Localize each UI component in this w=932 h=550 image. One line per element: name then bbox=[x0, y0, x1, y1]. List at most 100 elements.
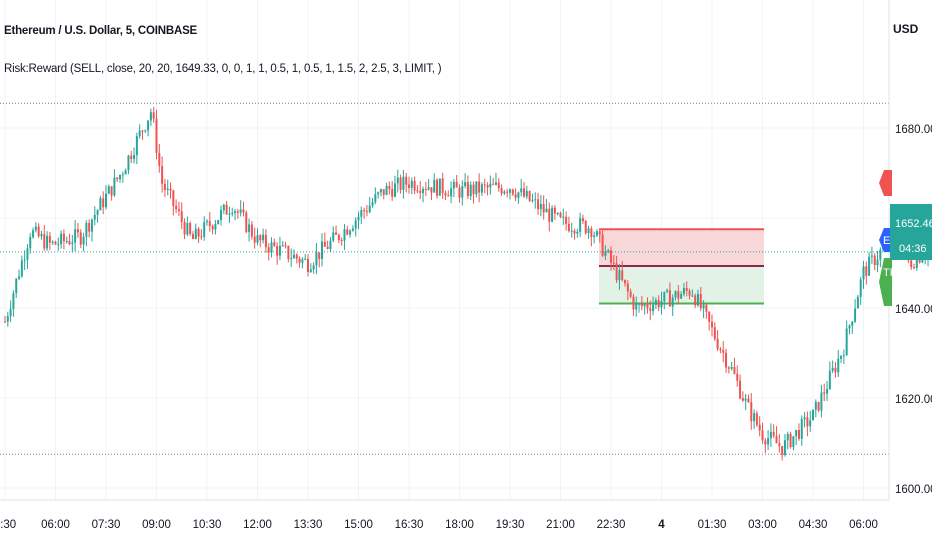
horizontal-lines bbox=[0, 102, 889, 455]
candle-body bbox=[851, 321, 854, 326]
candle-body bbox=[312, 265, 315, 270]
candle-body bbox=[68, 241, 71, 245]
candle-body bbox=[685, 287, 688, 292]
candle-body bbox=[340, 240, 343, 242]
candle-body bbox=[455, 181, 458, 188]
candle-body bbox=[562, 216, 565, 218]
candle-body bbox=[539, 203, 542, 210]
candle-body bbox=[180, 211, 183, 223]
candle-body bbox=[873, 255, 876, 266]
candle-body bbox=[382, 189, 385, 195]
candle-body bbox=[323, 241, 326, 247]
candle-body bbox=[615, 263, 618, 281]
candle-body bbox=[702, 304, 705, 309]
candle-body bbox=[621, 270, 624, 280]
last-price-tag bbox=[890, 204, 932, 260]
candle-body bbox=[845, 328, 848, 356]
candle-body bbox=[834, 367, 837, 373]
candle-body bbox=[245, 212, 248, 232]
x-tick-label: 10:30 bbox=[193, 519, 222, 531]
candle-body bbox=[584, 221, 587, 234]
candle-body bbox=[545, 208, 548, 213]
candle-body bbox=[332, 232, 335, 241]
candle-body bbox=[716, 338, 719, 349]
candle-body bbox=[604, 251, 607, 256]
candle-body bbox=[436, 179, 439, 196]
candle-body bbox=[135, 136, 138, 156]
candle-body bbox=[71, 242, 74, 245]
candle-body bbox=[654, 299, 657, 305]
candle-body bbox=[806, 417, 809, 427]
candle-body bbox=[447, 195, 450, 197]
candle-body bbox=[149, 112, 152, 121]
candle-body bbox=[228, 213, 231, 215]
candle-body bbox=[79, 232, 82, 245]
candle-body bbox=[478, 181, 481, 193]
candle-body bbox=[6, 316, 9, 322]
candle-body bbox=[674, 291, 677, 298]
candle-body bbox=[691, 295, 694, 297]
candle-body bbox=[102, 198, 105, 208]
symbol-title[interactable]: Ethereum / U.S. Dollar, 5, COINBASE bbox=[4, 25, 198, 37]
candle-body bbox=[54, 241, 57, 245]
candle-body bbox=[161, 166, 164, 184]
candle-body bbox=[719, 348, 722, 351]
candle-body bbox=[315, 252, 318, 266]
candle-body bbox=[520, 188, 523, 193]
candle-body bbox=[503, 191, 506, 194]
candle-body bbox=[677, 291, 680, 299]
x-tick-label: 16:30 bbox=[395, 519, 424, 531]
candle-body bbox=[913, 267, 915, 269]
candle-body bbox=[405, 176, 408, 185]
candle-body bbox=[307, 258, 309, 272]
candle-body bbox=[413, 180, 416, 191]
candle-body bbox=[567, 223, 570, 232]
candle-body bbox=[234, 211, 237, 213]
candle-body bbox=[739, 380, 742, 399]
candle-body bbox=[537, 199, 540, 210]
candle-body bbox=[747, 398, 750, 403]
candle-body bbox=[489, 183, 492, 188]
stop-loss-tag[interactable] bbox=[879, 170, 892, 196]
candle-body bbox=[809, 420, 812, 427]
candle-body bbox=[396, 177, 399, 184]
candle-body bbox=[441, 178, 444, 193]
candle-body bbox=[910, 260, 913, 268]
candle-body bbox=[854, 308, 857, 322]
candle-body bbox=[612, 262, 615, 264]
candle-body bbox=[800, 419, 803, 439]
candle-body bbox=[744, 398, 747, 401]
candle-body bbox=[464, 182, 467, 187]
candle-body bbox=[789, 433, 792, 448]
candle-body bbox=[500, 188, 503, 194]
candle-body bbox=[385, 185, 388, 195]
candle-body bbox=[856, 296, 859, 309]
candle-body bbox=[281, 245, 284, 247]
target-tag[interactable] bbox=[879, 258, 892, 306]
risk-reward-zone[interactable] bbox=[599, 228, 764, 305]
candle-body bbox=[699, 294, 702, 309]
candle-body bbox=[242, 209, 245, 213]
y-tick-label: 1680.00 bbox=[895, 124, 932, 136]
y-tick-label: 1620.00 bbox=[895, 394, 932, 406]
x-tick-label: 22:30 bbox=[597, 519, 626, 531]
time-axis[interactable]: 4:30 06:00 07:30 09:00 10:30 12:00 13:30 15:00 1… bbox=[0, 499, 889, 531]
candle-body bbox=[736, 373, 739, 381]
candle-body bbox=[859, 279, 862, 297]
indicator-label[interactable]: Risk:Reward (SELL, close, 20, 20, 1649.3… bbox=[4, 63, 442, 75]
candle-body bbox=[34, 226, 37, 231]
entry-tag[interactable] bbox=[879, 228, 892, 252]
candle-body bbox=[304, 258, 307, 260]
candle-body bbox=[660, 301, 663, 308]
candle-body bbox=[29, 237, 32, 249]
candle-body bbox=[169, 188, 172, 191]
candle-body bbox=[163, 183, 166, 191]
candle-body bbox=[329, 240, 332, 249]
candle-body bbox=[138, 130, 141, 137]
candle-body bbox=[377, 192, 380, 195]
candle-body bbox=[781, 445, 784, 455]
candle-body bbox=[9, 309, 12, 317]
candle-body bbox=[494, 182, 497, 185]
candle-body bbox=[113, 177, 116, 196]
